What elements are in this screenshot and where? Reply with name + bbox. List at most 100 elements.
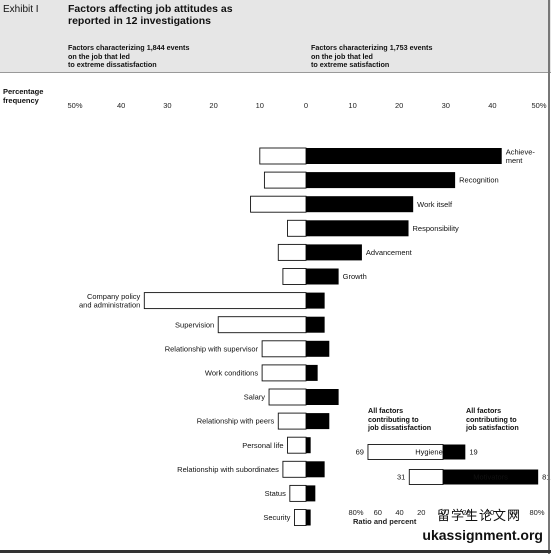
dissatisfaction-bar (287, 436, 307, 454)
dissatisfaction-bar (282, 460, 307, 478)
satisfaction-bar (306, 196, 414, 213)
watermark-url: ukassignment.org (422, 527, 543, 543)
dissatisfaction-bar (217, 316, 307, 334)
title-line-2: reported in 12 investigations (68, 15, 211, 27)
x-tick-label: 10 (348, 101, 356, 110)
chart-title: Factors affecting job attitudes as repor… (68, 3, 268, 27)
inset-head-line: All factors (466, 406, 502, 415)
dissatisfaction-bar (261, 364, 307, 382)
inset-bar-label: Hygiene (415, 448, 443, 457)
satisfaction-bar (306, 461, 325, 478)
inset-x-tick-label: 0 (441, 508, 445, 517)
factor-label: ment (506, 156, 524, 165)
frame-bottom-edge (0, 550, 551, 553)
satisfaction-bar (306, 172, 456, 189)
satisfaction-bar (306, 437, 311, 454)
satisfaction-bar (306, 148, 502, 164)
inset-head-line: job dissatisfaction (368, 423, 432, 432)
inset-x-tick-label: 80% (529, 508, 544, 517)
factor-label: Company policy (87, 292, 141, 301)
axis-title: Percentage frequency (3, 87, 53, 105)
x-tick-label: 20 (209, 101, 217, 110)
factor-label: Work conditions (205, 369, 258, 378)
factor-label: Supervision (175, 320, 214, 329)
dissatisfaction-bar (277, 243, 307, 261)
dissatisfaction-bar (287, 219, 307, 237)
dissatisfaction-bar (250, 195, 307, 213)
factor-label: Relationship with subordinates (177, 465, 279, 474)
x-tick-label: 0 (304, 101, 308, 110)
inset-dissatisfaction-head: All factors contributing to job dissatis… (368, 406, 432, 433)
satisfaction-bar (306, 316, 325, 333)
satisfaction-bar (306, 292, 325, 309)
factor-label: Work itself (417, 200, 453, 209)
satisfaction-bar (306, 220, 409, 237)
inset-dissatisfaction-value: 31 (397, 473, 405, 482)
dissatisfaction-header-line: to extreme dissatisfaction (68, 60, 157, 69)
dissatisfaction-bar (277, 412, 307, 430)
exhibit-label: Exhibit I (3, 4, 39, 15)
factor-label: Responsibility (413, 224, 460, 233)
satisfaction-header: Factors characterizing 1,753 events on t… (311, 43, 501, 70)
dissatisfaction-bar (261, 340, 307, 358)
inset-x-tick-label: 40 (395, 508, 403, 517)
factor-label: Growth (343, 272, 367, 281)
inset-x-tick-label: 20 (417, 508, 425, 517)
satisfaction-bar (306, 340, 330, 357)
inset-x-tick-label: 80% (348, 508, 363, 517)
inset-axis-title: Ratio and percent (353, 517, 417, 526)
inset-head-line: All factors (368, 406, 404, 415)
factor-label: Relationship with peers (197, 417, 275, 426)
factor-label: Relationship with supervisor (165, 344, 259, 353)
dissatisfaction-header-line: Factors characterizing 1,844 events (68, 43, 190, 52)
factor-label: Advancement (366, 248, 413, 257)
inset-x-tick-label: 60 (509, 508, 517, 517)
inset-head-line: contributing to (466, 414, 517, 424)
inset-dissatisfaction-value: 69 (356, 448, 364, 457)
dissatisfaction-bar (268, 388, 307, 406)
x-tick-label: 20 (395, 101, 403, 110)
satisfaction-header-line: on the job that led (311, 51, 373, 61)
inset-x-tick-label: 20 (462, 508, 470, 517)
dissatisfaction-bar (263, 171, 307, 189)
x-tick-label: 40 (117, 101, 125, 110)
inset-satisfaction-head: All factors contributing to job satisfac… (466, 406, 519, 433)
inset-head-line: job satisfaction (466, 423, 519, 432)
factor-label: Security (263, 513, 290, 522)
inset-satisfaction-bar (443, 444, 466, 460)
dissatisfaction-header-line: on the job that led (68, 51, 130, 61)
x-tick-label: 50% (67, 101, 82, 110)
x-tick-label: 50% (531, 101, 546, 110)
satisfaction-bar (306, 389, 339, 405)
satisfaction-bar (306, 509, 311, 526)
dissatisfaction-bar (143, 292, 307, 310)
satisfaction-bar (306, 485, 316, 502)
satisfaction-bar (306, 364, 318, 381)
x-tick-label: 10 (256, 101, 264, 110)
dissatisfaction-bar (294, 509, 307, 526)
inset-head-line: contributing to (368, 414, 419, 424)
factor-label: Achieve- (506, 147, 536, 156)
axis-title-line: frequency (3, 96, 39, 105)
factor-label: Personal life (242, 441, 283, 450)
dissatisfaction-header: Factors characterizing 1,844 events on t… (68, 43, 258, 70)
satisfaction-header-line: Factors characterizing 1,753 events (311, 43, 433, 52)
inset-bar-label: Motivators (473, 473, 508, 482)
inset-x-tick-label: 60 (374, 508, 382, 517)
subheader-band (0, 36, 551, 73)
satisfaction-bar (306, 413, 330, 430)
dissatisfaction-bar (289, 484, 307, 502)
satisfaction-header-line: to extreme satisfaction (311, 60, 390, 69)
dissatisfaction-bar (282, 268, 307, 285)
satisfaction-bar (306, 268, 339, 285)
inset-satisfaction-value: 81 (542, 473, 550, 482)
axis-title-line: Percentage (3, 87, 44, 96)
factor-label: Salary (244, 393, 266, 402)
dissatisfaction-bar (259, 147, 307, 165)
factor-label: Status (265, 489, 287, 498)
inset-x-tick-label: 40 (486, 508, 494, 517)
watermark-chinese: 留学生论文网 (436, 508, 521, 523)
inset-satisfaction-value: 19 (469, 448, 477, 457)
frame-right-edge (548, 0, 550, 554)
